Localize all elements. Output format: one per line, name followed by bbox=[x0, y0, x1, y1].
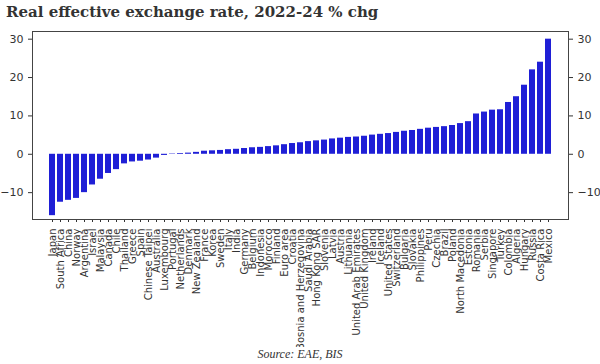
svg-text:New Zealand: New Zealand bbox=[190, 228, 202, 295]
svg-text:Spain: Spain bbox=[134, 228, 146, 257]
svg-text:Russia: Russia bbox=[526, 228, 538, 261]
svg-text:Indonesia: Indonesia bbox=[254, 228, 266, 277]
svg-text:Costa Rica: Costa Rica bbox=[534, 228, 546, 282]
svg-text:South Africa: South Africa bbox=[54, 228, 66, 290]
svg-text:China: China bbox=[62, 228, 74, 258]
svg-text:Japan: Japan bbox=[46, 228, 58, 257]
svg-text:Korea: Korea bbox=[206, 228, 218, 257]
svg-text:Germany: Germany bbox=[238, 228, 250, 275]
svg-text:Croatia: Croatia bbox=[286, 228, 298, 265]
svg-text:Singapore: Singapore bbox=[486, 228, 498, 279]
svg-text:Denmark: Denmark bbox=[182, 228, 194, 275]
svg-text:Hong Kong SAR: Hong Kong SAR bbox=[310, 228, 322, 307]
svg-text:Philippines: Philippines bbox=[414, 228, 426, 283]
svg-text:Latvia: Latvia bbox=[326, 228, 338, 259]
svg-text:Australia: Australia bbox=[150, 228, 162, 273]
svg-text:Israel: Israel bbox=[86, 228, 98, 256]
svg-text:Netherlands: Netherlands bbox=[174, 228, 186, 290]
html-text:Source: EAE, BIS: Source: EAE, BIS bbox=[257, 347, 343, 361]
svg-text:Argentina: Argentina bbox=[78, 228, 90, 278]
svg-text:20: 20 bbox=[10, 71, 24, 84]
svg-text:Austria: Austria bbox=[334, 228, 346, 264]
svg-text:20: 20 bbox=[578, 71, 592, 84]
svg-text:0: 0 bbox=[17, 148, 24, 161]
svg-text:Saudi Arabia: Saudi Arabia bbox=[302, 228, 314, 292]
svg-text:Turkey: Turkey bbox=[494, 228, 506, 261]
svg-text:Brazil: Brazil bbox=[438, 228, 450, 257]
svg-text:−10: −10 bbox=[0, 186, 23, 199]
svg-text:Colombia: Colombia bbox=[502, 228, 514, 276]
svg-text:United States: United States bbox=[382, 228, 394, 297]
svg-text:Algeria: Algeria bbox=[510, 228, 522, 264]
svg-text:India: India bbox=[230, 228, 242, 253]
svg-text:Iceland: Iceland bbox=[374, 228, 386, 265]
svg-text:Bulgaria: Bulgaria bbox=[398, 228, 410, 270]
svg-text:Switzerland: Switzerland bbox=[390, 228, 402, 287]
svg-text:Slovenia: Slovenia bbox=[318, 228, 330, 272]
svg-text:Sweden: Sweden bbox=[214, 228, 226, 268]
svg-text:−10: −10 bbox=[578, 186, 600, 199]
svg-text:0: 0 bbox=[578, 148, 585, 161]
svg-text:Hungary: Hungary bbox=[518, 228, 530, 272]
svg-text:Chile: Chile bbox=[110, 228, 122, 254]
svg-text:Luxembourg: Luxembourg bbox=[158, 228, 170, 291]
svg-text:Euro area: Euro area bbox=[278, 228, 290, 277]
svg-text:Lithuania: Lithuania bbox=[342, 228, 354, 275]
svg-text:Portugal: Portugal bbox=[166, 228, 178, 270]
svg-text:Thailand: Thailand bbox=[118, 228, 130, 272]
svg-text:10: 10 bbox=[10, 109, 24, 122]
svg-text:Chinese Taipei: Chinese Taipei bbox=[142, 228, 154, 301]
svg-text:Finland: Finland bbox=[270, 228, 282, 265]
svg-text:Ireland: Ireland bbox=[366, 228, 378, 264]
svg-text:Greece: Greece bbox=[126, 228, 138, 265]
svg-text:France: France bbox=[198, 228, 210, 262]
svg-text:Serbia: Serbia bbox=[478, 228, 490, 261]
svg-text:Poland: Poland bbox=[446, 228, 458, 262]
svg-text:30: 30 bbox=[578, 33, 592, 46]
html-text:Real effective exchange rate,: Real effective exchange rate, 2022-24 % … bbox=[6, 3, 379, 21]
svg-text:Czechia: Czechia bbox=[430, 228, 442, 268]
svg-text:Morocco: Morocco bbox=[262, 228, 274, 271]
svg-text:Belgium: Belgium bbox=[246, 228, 258, 270]
svg-text:Canada: Canada bbox=[102, 228, 114, 267]
svg-text:Peru: Peru bbox=[422, 228, 434, 251]
svg-text:Romania: Romania bbox=[470, 228, 482, 273]
svg-text:10: 10 bbox=[578, 109, 592, 122]
svg-text:Norway: Norway bbox=[70, 228, 82, 267]
svg-text:Italy: Italy bbox=[222, 228, 234, 251]
svg-text:Estonia: Estonia bbox=[462, 228, 474, 266]
svg-text:North Macedonia: North Macedonia bbox=[454, 228, 466, 314]
svg-text:Mexico: Mexico bbox=[543, 229, 554, 264]
svg-text:Malaysia: Malaysia bbox=[94, 228, 106, 273]
svg-text:United Kingdom: United Kingdom bbox=[358, 228, 370, 309]
svg-text:Slovakia: Slovakia bbox=[406, 228, 418, 271]
svg-text:United Arab Emirates: United Arab Emirates bbox=[350, 228, 362, 336]
svg-text:30: 30 bbox=[10, 33, 24, 46]
